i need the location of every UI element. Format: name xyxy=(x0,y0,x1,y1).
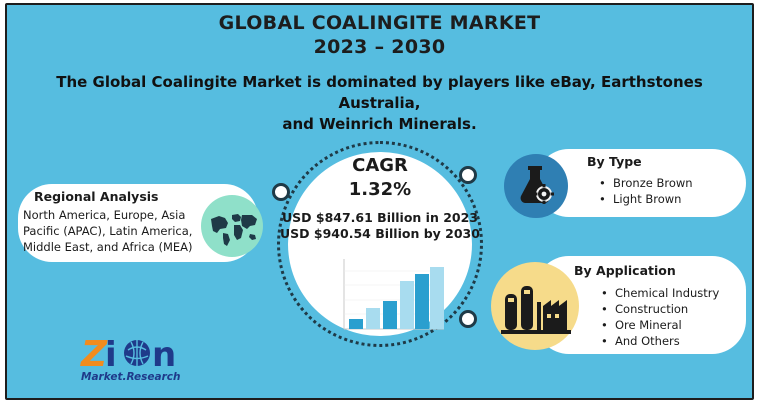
regional-line: Middle East, and Africa (MEA) xyxy=(23,240,193,254)
cagr-label: CAGR xyxy=(352,155,408,176)
svg-text:n: n xyxy=(152,335,176,375)
by-type-heading: By Type xyxy=(587,154,642,169)
chart-bar xyxy=(415,274,429,329)
market-value-2030: USD $940.54 Billion by 2030 xyxy=(280,226,480,241)
connector-dot-type xyxy=(459,166,477,184)
chart-bar xyxy=(383,301,397,329)
chart-bar xyxy=(366,308,380,329)
cagr-circle-ring xyxy=(277,141,483,347)
connector-dot-regional xyxy=(272,183,290,201)
world-map-icon-badge xyxy=(201,195,263,257)
list-item: Chemical Industry xyxy=(601,285,719,301)
by-type-list: Bronze Brown Light Brown xyxy=(599,175,693,207)
by-application-heading: By Application xyxy=(574,263,676,278)
svg-text:Market.Research: Market.Research xyxy=(81,371,180,383)
flask-gear-icon-badge xyxy=(504,154,568,218)
chart-bar xyxy=(430,267,444,329)
regional-line: Pacific (APAC), Latin America, xyxy=(23,224,193,238)
list-item: And Others xyxy=(601,333,719,349)
market-summary-line1: The Global Coalingite Market is dominate… xyxy=(56,73,703,112)
cagr-value: 1.32% xyxy=(348,179,412,200)
regional-analysis-text: North America, Europe, Asia Pacific (APA… xyxy=(23,207,213,255)
factory-icon-badge xyxy=(491,262,579,350)
world-map-icon xyxy=(211,214,257,246)
list-item: Bronze Brown xyxy=(599,175,693,191)
chart-bar xyxy=(400,281,414,329)
market-summary: The Global Coalingite Market is dominate… xyxy=(27,72,732,135)
page-title: GLOBAL COALINGITE MARKET xyxy=(218,12,541,34)
list-item: Ore Mineral xyxy=(601,317,719,333)
by-application-list: Chemical Industry Construction Ore Miner… xyxy=(601,285,719,349)
flask-gear-icon xyxy=(520,166,554,204)
svg-text:i: i xyxy=(105,335,117,375)
zion-logo: Z i n Market.Research xyxy=(80,334,180,383)
connector-dot-application xyxy=(459,310,477,328)
list-item: Light Brown xyxy=(599,191,693,207)
page-title-years: 2023 – 2030 xyxy=(313,36,446,58)
regional-analysis-heading: Regional Analysis xyxy=(34,189,159,204)
market-summary-line2: and Weinrich Minerals. xyxy=(282,115,477,133)
svg-text:Z: Z xyxy=(80,334,108,375)
infographic-panel: GLOBAL COALINGITE MARKET 2023 – 2030 The… xyxy=(5,3,754,400)
factory-icon xyxy=(501,286,571,334)
regional-line: North America, Europe, Asia xyxy=(23,208,186,222)
chart-bar xyxy=(349,319,363,329)
growth-bar-chart-icon xyxy=(343,259,444,330)
market-value-2023: USD $847.61 Billion in 2023 xyxy=(282,210,478,225)
list-item: Construction xyxy=(601,301,719,317)
